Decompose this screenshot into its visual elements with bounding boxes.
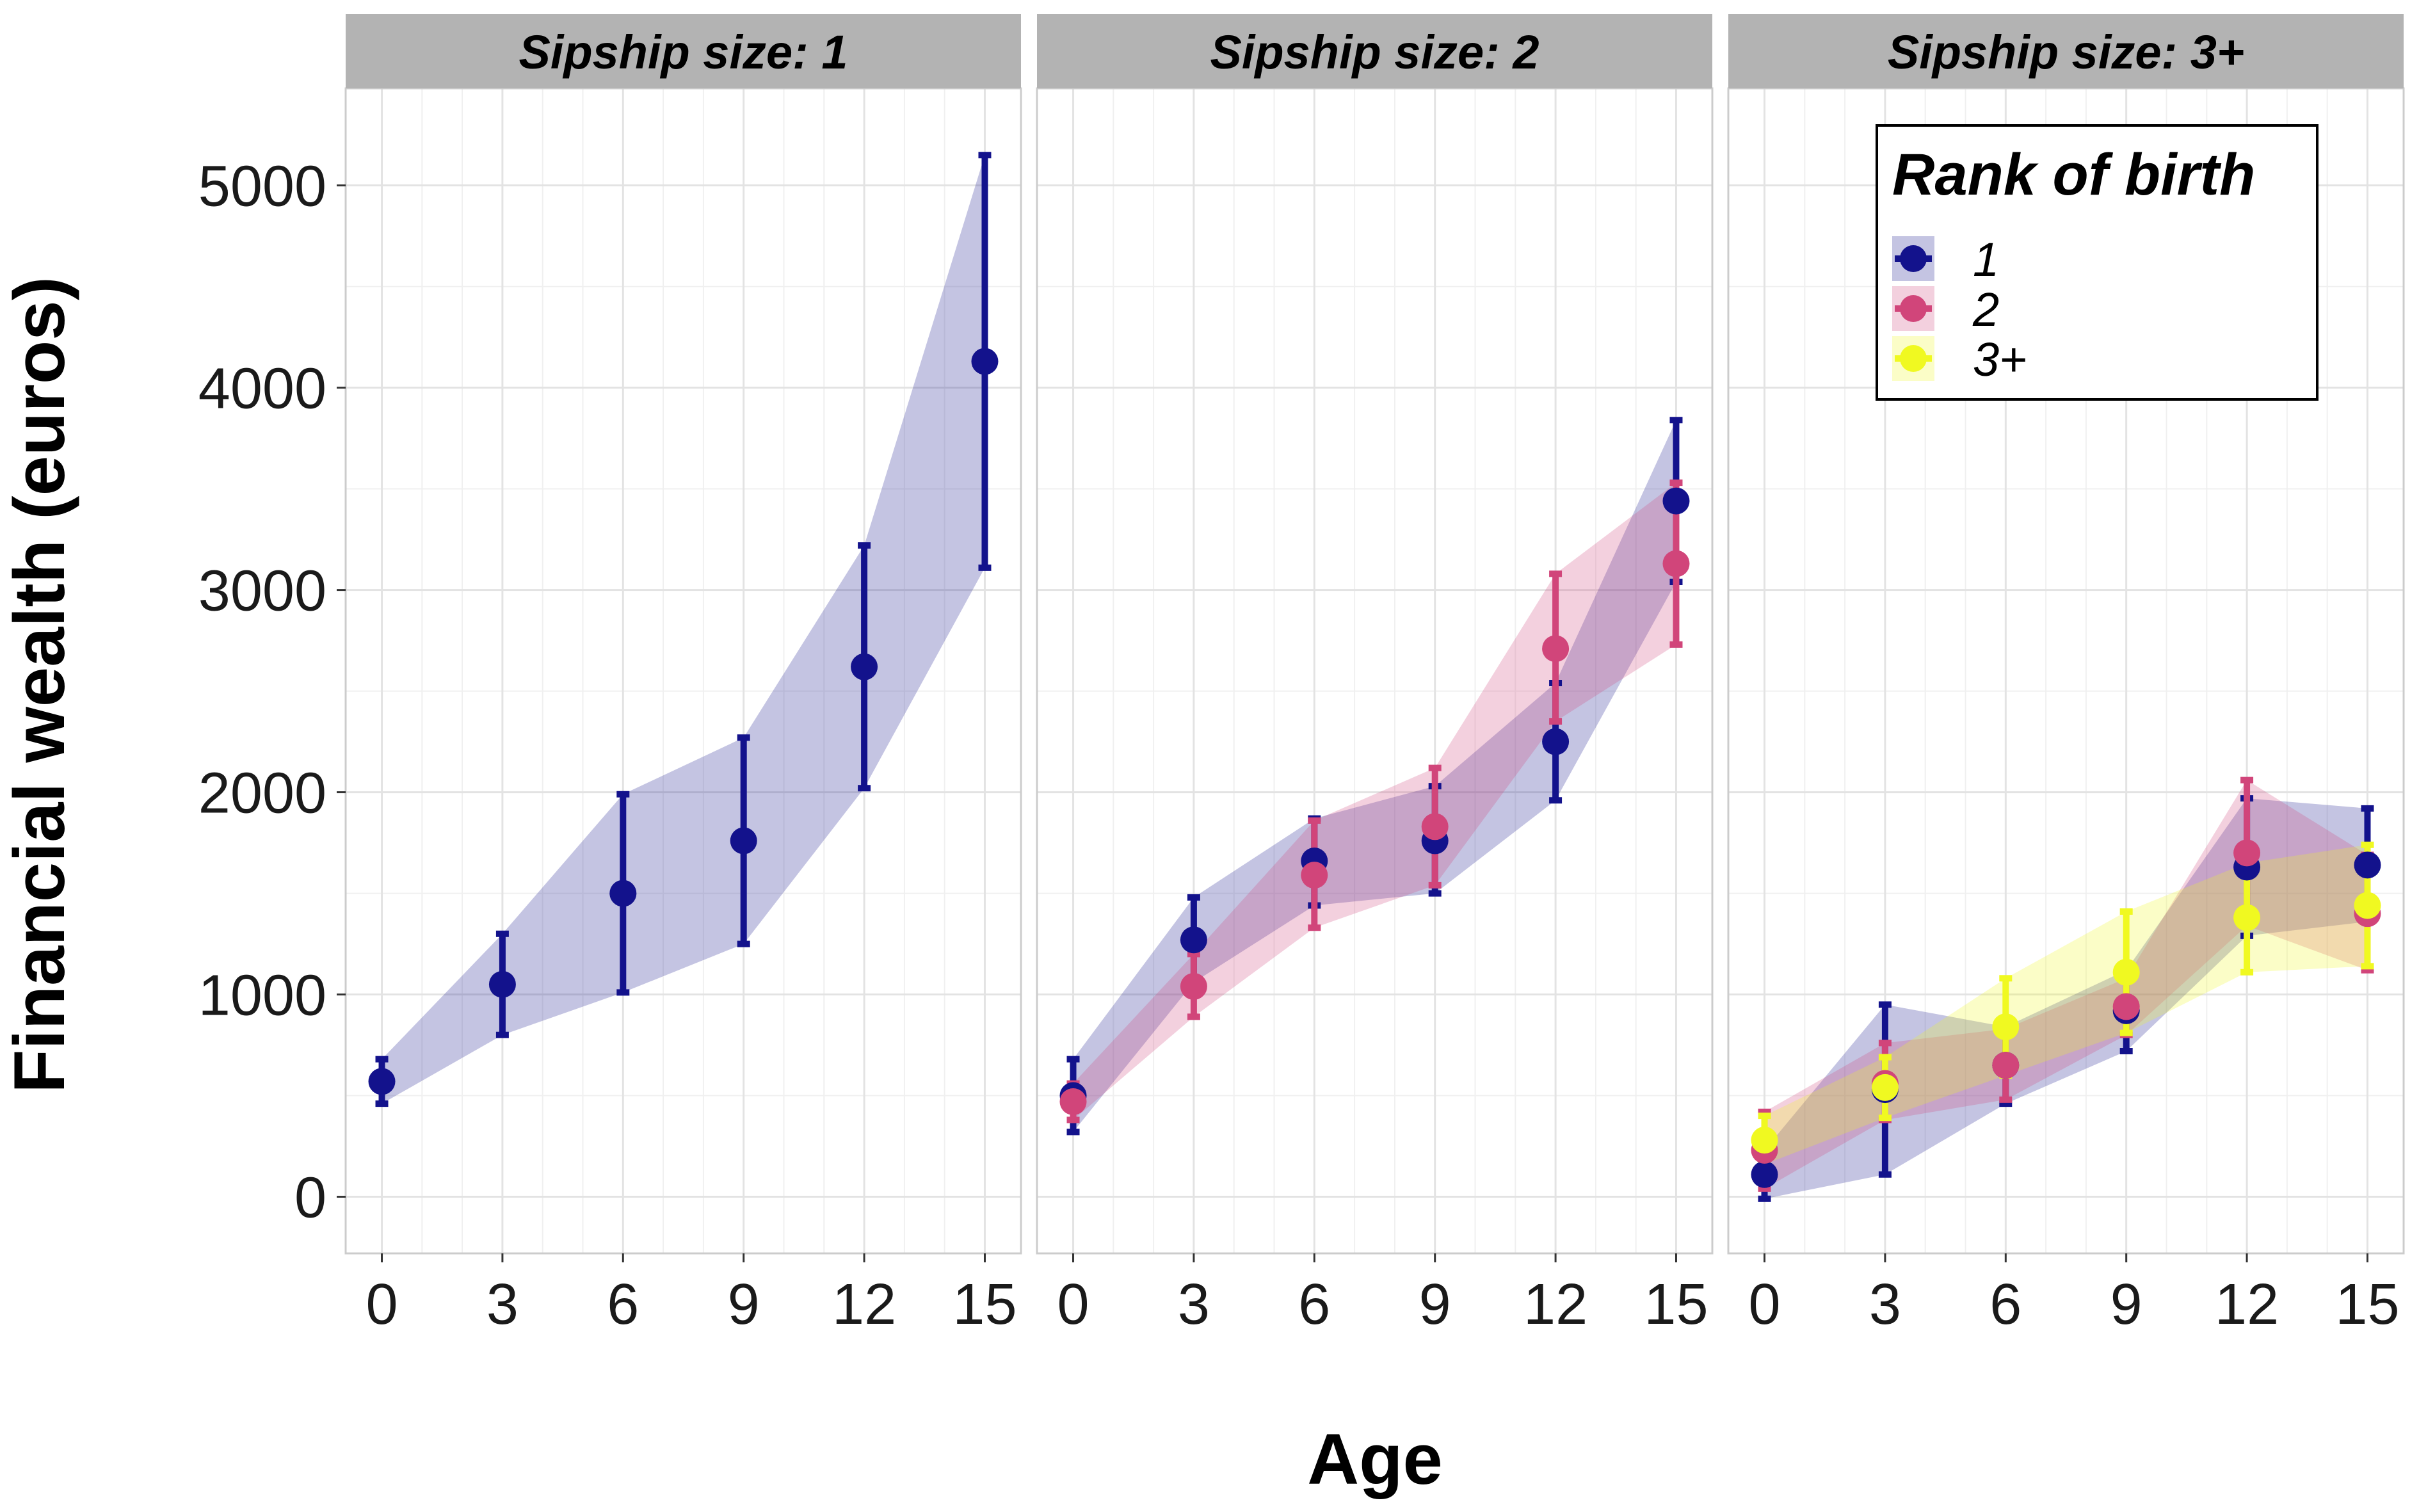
data-point-series-3+ [2112,958,2140,986]
data-point-series-3+ [1751,1127,1778,1154]
x-tick-label: 6 [607,1273,639,1337]
ribbon-series-1 [1764,798,2368,1199]
x-tick-label: 3 [1178,1273,1210,1337]
legend-key-point [1900,245,1927,272]
data-point-series-2 [1662,550,1690,577]
x-tick-label: 15 [952,1273,1017,1337]
facet-strip [1728,14,2404,88]
legend-entry-2: 2 [1892,283,1999,336]
x-tick-label: 9 [1419,1273,1451,1337]
x-tick-label: 12 [2215,1273,2279,1337]
ribbon-series-2 [1764,780,2368,1189]
legend: Rank of birth 123+ [1876,124,2319,401]
x-axis-title: Age [1307,1419,1443,1499]
y-tick-label: 4000 [198,357,326,421]
axes-layer: 0 3 6 9 12 15 0 3 6 9 12 15 0 3 6 9 12 15 0 1000 2000 3000 400… [198,155,2400,1337]
x-tick-label: 0 [1057,1273,1089,1337]
legend-label: 2 [1972,283,1999,336]
data-point-series-3+ [1992,1013,2020,1041]
data-point-series-2 [1421,813,1449,840]
legend-key-point [1900,345,1927,372]
data-point-series-1 [1662,487,1690,515]
data-point-series-2 [2112,993,2140,1020]
y-axis-title: Financial wealth (euros) [0,277,79,1093]
x-tick-label: 9 [728,1273,760,1337]
data-point-series-3+ [1871,1074,1899,1101]
facet-strip-label: Sipship size: 3+ [1888,26,2244,79]
legend-entry-1: 1 [1892,233,1999,286]
data-point-series-2 [1542,635,1570,663]
panel-background [1037,88,1712,1253]
panel-1: Sipship size: 1 [344,14,1022,1255]
legend-label: 1 [1973,233,1999,286]
x-tick-label: 9 [2110,1273,2142,1337]
x-tick-label: 12 [1523,1273,1587,1337]
panel-2: Sipship size: 2 [1036,14,1714,1255]
ribbon-series-1 [1073,420,1676,1132]
y-tick-label: 2000 [198,762,326,826]
y-tick-label: 1000 [198,964,326,1028]
data-point-series-1 [2354,851,2381,879]
x-tick-label: 6 [1989,1273,2021,1337]
x-tick-label: 6 [1298,1273,1330,1337]
data-point-series-2 [1992,1052,2020,1079]
x-tick-label: 3 [1869,1273,1901,1337]
legend-title: Rank of birth [1892,142,2255,207]
legend-key-point [1900,295,1927,322]
y-tick-label: 3000 [198,559,326,623]
y-tick-label: 0 [294,1166,326,1230]
data-point-series-3+ [2233,904,2261,931]
data-point-series-1 [1751,1161,1778,1188]
x-tick-label: 0 [366,1273,398,1337]
data-point-series-3+ [2354,892,2381,919]
data-point-series-1 [1542,728,1570,755]
ribbon-series-3+ [1764,844,2368,1164]
x-tick-label: 15 [2335,1273,2399,1337]
data-point-series-1 [488,970,516,998]
facet-strip [346,14,1021,88]
data-point-series-1 [368,1068,396,1095]
data-point-series-1 [971,348,999,375]
legend-label: 3+ [1973,333,2027,386]
x-tick-label: 3 [486,1273,518,1337]
legend-box [1876,124,2319,401]
data-point-series-2 [1180,972,1207,1000]
data-point-series-1 [609,880,637,907]
panel-background [346,88,1021,1253]
facet-strip-label: Sipship size: 2 [1210,26,1539,79]
facet-strip-label: Sipship size: 1 [518,26,848,79]
data-point-series-1 [730,827,757,855]
facet-strip [1037,14,1712,88]
x-tick-label: 12 [832,1273,896,1337]
ribbon-series-2 [1073,483,1676,1120]
x-tick-label: 0 [1748,1273,1780,1337]
y-tick-label: 5000 [198,155,326,219]
legend-entry-3+: 3+ [1892,333,2027,386]
data-point-series-2 [1301,862,1328,889]
data-point-series-2 [1059,1088,1087,1116]
x-tick-label: 15 [1644,1273,1708,1337]
data-point-series-1 [1180,926,1207,954]
data-point-series-2 [2233,839,2261,867]
data-point-series-1 [851,653,878,680]
